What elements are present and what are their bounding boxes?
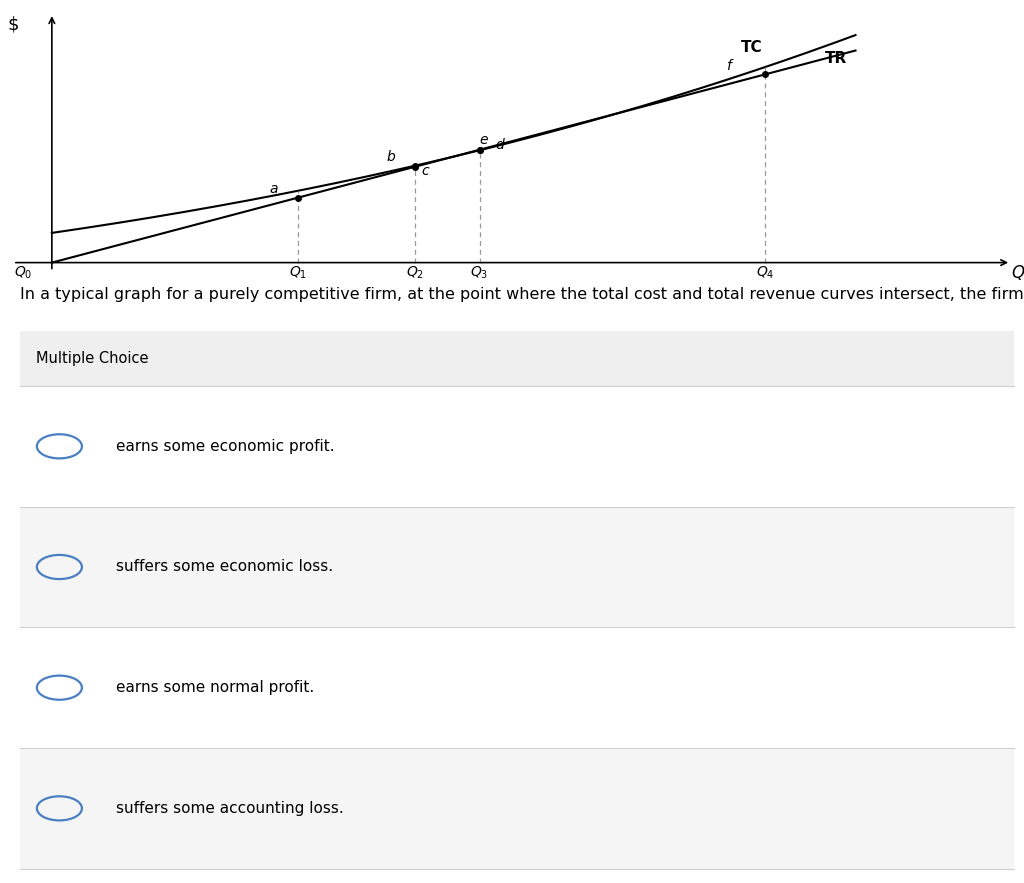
Text: $Q_0$: $Q_0$ xyxy=(14,264,33,281)
Text: earns some economic profit.: earns some economic profit. xyxy=(116,439,335,454)
Text: earns some normal profit.: earns some normal profit. xyxy=(116,680,314,695)
Text: Q: Q xyxy=(1011,263,1024,282)
Text: suffers some accounting loss.: suffers some accounting loss. xyxy=(116,801,343,816)
Text: $Q_4$: $Q_4$ xyxy=(756,264,774,281)
Text: Multiple Choice: Multiple Choice xyxy=(36,351,148,366)
Text: $Q_3$: $Q_3$ xyxy=(470,264,488,281)
Text: suffers some economic loss.: suffers some economic loss. xyxy=(116,560,333,575)
Text: a: a xyxy=(269,182,279,196)
Text: b: b xyxy=(386,150,395,164)
Text: d: d xyxy=(496,138,504,152)
Text: c: c xyxy=(421,163,429,177)
Text: $Q_2$: $Q_2$ xyxy=(406,264,424,281)
Text: $: $ xyxy=(7,15,18,34)
Text: In a typical graph for a purely competitive firm, at the point where the total c: In a typical graph for a purely competit… xyxy=(20,287,1024,302)
Text: TC: TC xyxy=(741,40,763,55)
Text: e: e xyxy=(479,133,488,147)
Text: TR: TR xyxy=(825,51,847,66)
Text: $Q_1$: $Q_1$ xyxy=(289,264,307,281)
Text: f: f xyxy=(726,59,731,73)
